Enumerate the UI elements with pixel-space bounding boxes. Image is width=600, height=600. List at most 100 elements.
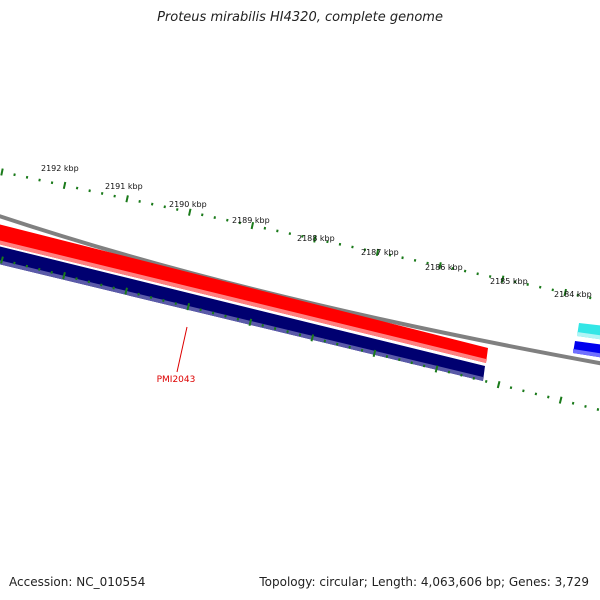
- minor-tick: [211, 311, 215, 315]
- minor-tick: [100, 283, 103, 287]
- minor-tick: [176, 208, 179, 211]
- minor-tick: [113, 194, 116, 198]
- minor-tick: [13, 261, 16, 265]
- minor-tick: [273, 327, 277, 330]
- reverse-gene-feature[interactable]: [0, 244, 485, 381]
- minor-tick: [451, 266, 454, 270]
- minor-tick: [25, 175, 29, 179]
- gene-label-pmi2043[interactable]: PMI2043: [157, 375, 196, 385]
- minor-tick: [596, 408, 600, 411]
- major-tick: [434, 365, 439, 373]
- minor-tick: [509, 386, 513, 390]
- minor-tick: [547, 395, 550, 399]
- minor-tick: [276, 229, 279, 233]
- minor-tick: [163, 205, 166, 209]
- genome-summary: Topology: circular; Length: 4,063,606 bp…: [259, 575, 589, 589]
- minor-tick: [199, 308, 202, 312]
- minor-tick: [149, 295, 153, 299]
- forward-gene-feature[interactable]: [0, 222, 488, 363]
- major-tick: [313, 235, 317, 243]
- minor-tick: [326, 240, 329, 244]
- minor-tick: [571, 401, 575, 405]
- minor-tick: [413, 258, 417, 262]
- minor-tick: [426, 261, 429, 265]
- minor-tick: [447, 370, 451, 374]
- minor-tick: [363, 248, 367, 252]
- minor-tick: [385, 355, 389, 359]
- minor-tick: [388, 253, 392, 257]
- minor-tick: [112, 286, 115, 290]
- ruler-label: 2192 kbp: [41, 164, 79, 173]
- major-tick: [563, 288, 567, 297]
- minor-tick: [88, 189, 91, 193]
- major-tick: [372, 349, 377, 358]
- major-tick: [188, 208, 192, 216]
- forward-gene-highlight: [0, 240, 486, 363]
- minor-tick: [38, 178, 41, 182]
- minor-tick: [476, 272, 479, 276]
- major-tick: [558, 396, 563, 404]
- minor-tick: [286, 330, 289, 334]
- gene-label-leader: [176, 326, 188, 373]
- minor-tick: [522, 389, 525, 393]
- minor-tick: [360, 348, 364, 352]
- major-tick: [0, 168, 4, 176]
- minor-tick: [348, 345, 351, 349]
- minor-tick: [75, 277, 78, 281]
- ruler-label: 2187 kbp: [361, 248, 399, 257]
- minor-tick: [37, 267, 41, 271]
- minor-tick: [338, 242, 342, 246]
- minor-tick: [526, 283, 529, 286]
- major-tick: [62, 181, 67, 190]
- minor-tick: [174, 302, 178, 306]
- minor-tick: [460, 373, 463, 377]
- minor-tick: [236, 317, 240, 321]
- minor-tick: [301, 234, 304, 238]
- outer-tick-ruler: [0, 168, 592, 300]
- blue-gene-highlight: [573, 349, 600, 358]
- minor-tick: [13, 173, 16, 177]
- ruler-label: 2191 kbp: [105, 182, 143, 191]
- map-title: Proteus mirabilis HI4320, complete genom…: [157, 10, 443, 25]
- major-tick: [186, 303, 191, 311]
- minor-tick: [50, 270, 53, 274]
- minor-tick: [351, 245, 354, 249]
- minor-tick: [589, 296, 592, 300]
- minor-tick: [87, 280, 91, 284]
- minor-tick: [463, 269, 467, 273]
- minor-tick: [213, 216, 216, 219]
- minor-tick: [162, 299, 165, 302]
- major-tick: [124, 287, 128, 295]
- minor-tick: [422, 364, 426, 368]
- minor-tick: [150, 202, 154, 206]
- ruler-label: 2186 kbp: [425, 263, 463, 272]
- major-tick: [500, 275, 505, 283]
- minor-tick: [538, 285, 542, 289]
- minor-tick: [100, 192, 104, 195]
- minor-tick: [263, 226, 267, 230]
- minor-tick: [137, 292, 140, 296]
- major-tick: [375, 248, 380, 257]
- minor-tick: [226, 218, 229, 222]
- cyan-gene-highlight: [577, 332, 600, 340]
- major-tick: [250, 221, 255, 230]
- minor-tick: [323, 339, 327, 343]
- minor-tick: [75, 186, 79, 190]
- minor-tick: [138, 200, 141, 203]
- minor-tick: [584, 404, 587, 408]
- major-tick: [496, 380, 501, 389]
- minor-tick: [398, 358, 401, 362]
- ruler-label: 2184 kbp: [554, 290, 592, 299]
- major-tick: [310, 334, 315, 342]
- minor-tick: [551, 288, 554, 292]
- major-tick: [248, 318, 253, 326]
- minor-tick: [513, 280, 517, 284]
- major-tick: [125, 195, 129, 203]
- minor-tick: [576, 293, 579, 297]
- minor-tick: [50, 181, 54, 185]
- accession-text: Accession: NC_010554: [9, 575, 146, 589]
- minor-tick: [488, 275, 492, 278]
- minor-tick: [335, 342, 339, 346]
- minor-tick: [410, 361, 413, 365]
